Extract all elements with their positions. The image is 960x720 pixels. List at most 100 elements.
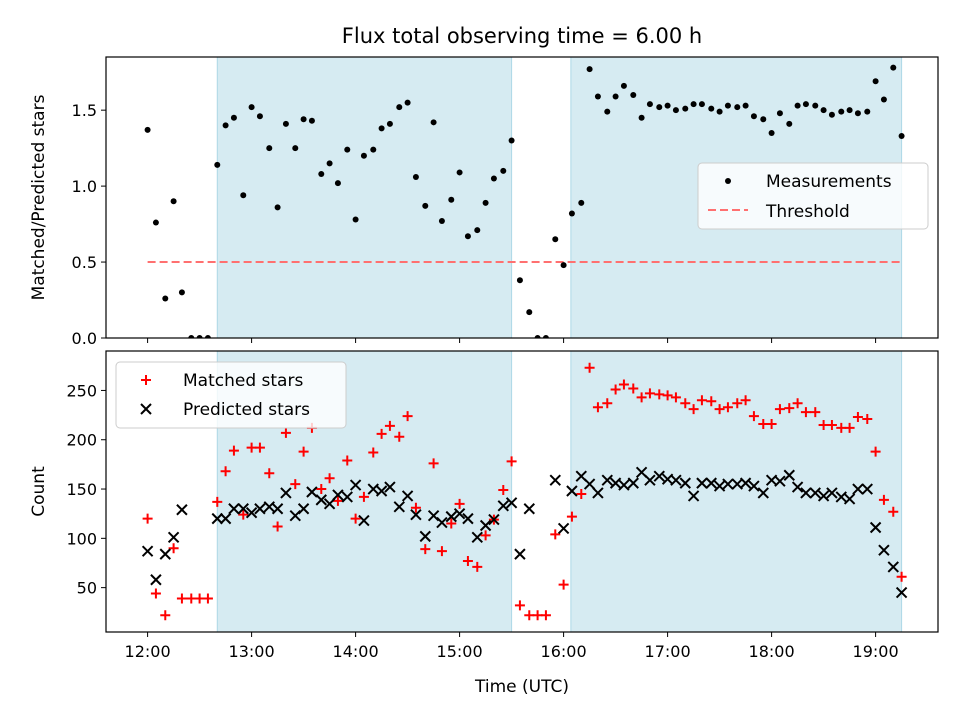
series-measurements [144, 64, 905, 338]
matched-point [402, 411, 413, 422]
x-tick-label: 17:00 [645, 642, 691, 661]
predicted-point [583, 478, 596, 490]
measurement-point [864, 108, 871, 115]
measurement-point [422, 202, 429, 209]
measurement-point [214, 161, 221, 168]
legend-marker-predicted [140, 403, 152, 415]
measurement-point [612, 93, 619, 100]
measurement-point [724, 102, 731, 109]
measurement-point [846, 107, 853, 114]
measurement-point [318, 170, 325, 177]
plot-area [141, 362, 908, 621]
measurement-point [240, 192, 247, 199]
predicted-point [263, 501, 275, 513]
predicted-point [679, 477, 691, 489]
matched-point [446, 518, 457, 529]
predicted-point [817, 490, 830, 502]
measurement-point [698, 101, 705, 108]
predicted-point [419, 530, 431, 543]
measurement-point [300, 116, 307, 123]
legend-label-predicted: Predicted stars [183, 400, 310, 420]
predicted-point [315, 494, 327, 506]
measurement-point [404, 99, 411, 106]
measurement-point [412, 173, 419, 180]
matched-point [358, 491, 369, 502]
predicted-point [332, 489, 344, 501]
matched-point [740, 395, 751, 406]
measurement-point [170, 198, 177, 205]
predicted-point [488, 513, 500, 526]
matched-point [662, 390, 673, 401]
matched-point [870, 446, 881, 457]
predicted-point [349, 479, 362, 491]
y-tick-label: 1.0 [72, 177, 97, 196]
predicted-point [549, 474, 561, 486]
axes-frame [105, 56, 939, 339]
measurement-point [282, 120, 289, 127]
matched-point [644, 388, 655, 399]
measurement-point [248, 104, 255, 111]
matched-point [212, 496, 223, 507]
measurement-point [344, 146, 351, 153]
measurement-point [672, 107, 679, 114]
legend-marker-measurements [725, 178, 731, 184]
legend: Measurements Threshold [697, 162, 929, 230]
matched-point [888, 506, 899, 517]
measurement-point [152, 219, 159, 226]
measurement-point [656, 104, 663, 111]
measurement-point [448, 196, 455, 203]
x-tick-label: 13:00 [229, 642, 275, 661]
predicted-point [523, 503, 535, 515]
x-tick-label: 19:00 [853, 642, 899, 661]
predicted-point [722, 478, 734, 490]
measurement-point [682, 105, 689, 112]
matched-point [592, 402, 603, 413]
measurement-point [204, 335, 211, 338]
measurement-point [604, 108, 611, 115]
y-tick-label: 250 [66, 381, 97, 400]
predicted-point [167, 531, 180, 544]
y-axis-label: Count [29, 466, 49, 517]
predicted-point [375, 485, 388, 497]
matched-point [722, 402, 733, 413]
legend-label-measurements: Measurements [766, 172, 892, 192]
matched-point [272, 521, 283, 532]
matched-point [602, 398, 613, 409]
matched-point [342, 455, 353, 466]
measurement-point [474, 227, 481, 234]
predicted-point [601, 474, 613, 486]
measurement-point [664, 102, 671, 109]
measurement-point [716, 108, 723, 115]
matched-point [350, 513, 361, 524]
matched-point [566, 511, 577, 522]
predicted-point [653, 470, 665, 482]
matched-point [844, 422, 855, 433]
matched-point [862, 414, 873, 425]
matched-point [636, 392, 647, 403]
y-tick-label: 200 [66, 431, 97, 450]
measurement-point [456, 169, 463, 176]
chart-title: Flux total observing time = 6.00 h [342, 24, 702, 48]
matched-point [332, 495, 343, 506]
measurement-point [230, 114, 237, 121]
predicted-point [427, 509, 440, 522]
predicted-point [280, 487, 292, 499]
predicted-point [237, 503, 249, 515]
legend-label-threshold: Threshold [765, 202, 850, 222]
predicted-point [800, 487, 812, 499]
measurement-point [838, 108, 845, 115]
measurement-point [872, 78, 879, 85]
measurement-point [760, 116, 767, 123]
legend-label-matched: Matched stars [183, 371, 303, 391]
y-tick-label: 1.5 [72, 101, 97, 120]
matched-point [680, 398, 691, 409]
measurement-point [352, 216, 359, 223]
measurement-point [750, 113, 757, 120]
measurement-point [542, 335, 549, 338]
matched-point [688, 404, 699, 415]
matched-point [254, 442, 265, 453]
predicted-point [211, 512, 223, 525]
predicted-point [774, 475, 786, 487]
measurement-point [568, 210, 575, 217]
matched-point [176, 593, 187, 604]
